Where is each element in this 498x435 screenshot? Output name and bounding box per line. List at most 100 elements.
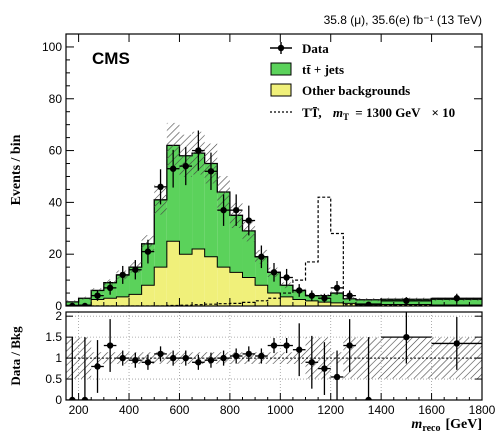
ratio-y-tick-label: 0.5: [45, 372, 62, 386]
bar-ttbar: [204, 163, 218, 257]
bar-other-backgrounds: [116, 296, 130, 306]
data-marker: [308, 292, 316, 299]
data-point: [129, 260, 142, 280]
ratio-point: [78, 337, 92, 400]
legend-signal: TT̄, mT = 1300 GeV × 10: [270, 105, 455, 122]
ratio-marker: [169, 354, 177, 362]
legend-signal-scale: × 10: [431, 105, 455, 120]
y-tick-label: 80: [49, 92, 63, 106]
legend-other: Other backgrounds: [270, 83, 410, 98]
data-point: [343, 290, 356, 301]
bar-other-backgrounds: [255, 285, 268, 306]
data-marker: [182, 162, 189, 170]
bar-other-backgrounds: [154, 267, 167, 306]
x-tick-label: 1400: [368, 403, 395, 417]
data-point: [192, 130, 205, 171]
ratio-y-tick-label: 1.5: [45, 330, 62, 344]
data-point: [154, 169, 167, 205]
data-marker: [94, 292, 101, 299]
legend-signal-mass: m: [333, 105, 343, 120]
data-marker: [283, 274, 290, 281]
bar-ttbar: [129, 267, 142, 295]
ratio-marker: [119, 354, 126, 362]
data-marker: [333, 284, 341, 292]
bar-other-backgrounds: [103, 298, 117, 306]
bar-other-backgrounds: [292, 299, 306, 306]
data-marker: [81, 302, 89, 306]
legend-data: Data: [270, 41, 329, 56]
data-point: [229, 194, 243, 226]
ratio-marker: [346, 342, 353, 349]
bar-ttbar: [267, 272, 281, 294]
ratio-point: [318, 342, 331, 395]
bar-ttbar: [229, 215, 243, 273]
x-tick-label: 1800: [469, 403, 496, 417]
ratio-point: [381, 312, 432, 364]
x-tick-label: 800: [220, 403, 240, 417]
legend-ttbar: tt̄ + jets: [270, 62, 344, 77]
data-point: [116, 265, 130, 284]
bar-other-backgrounds: [217, 267, 230, 306]
data-point: [91, 290, 104, 301]
ratio-point: [330, 350, 344, 400]
bar-other-backgrounds: [280, 296, 293, 306]
x-tick-label: 1600: [418, 403, 445, 417]
bar-ttbar: [192, 153, 205, 250]
bar-ttbar: [330, 293, 344, 303]
data-marker: [144, 248, 152, 255]
data-point: [166, 149, 180, 188]
ratio-marker: [207, 356, 215, 364]
ratio-point: [343, 319, 356, 372]
ratio-marker: [245, 350, 252, 358]
x-tick-label: 200: [69, 403, 89, 417]
uncertainty-band: [166, 122, 180, 168]
ratio-y-tick-label: 0: [55, 393, 62, 407]
legend-ttbar-label: tt̄ + jets: [302, 62, 344, 77]
ratio-marker: [283, 342, 290, 349]
data-marker: [258, 253, 265, 260]
ratio-point: [255, 348, 268, 364]
bar-ttbar: [242, 230, 256, 278]
bar-ttbar: [179, 155, 193, 255]
ratio-point: [179, 350, 193, 366]
data-marker: [321, 295, 328, 302]
ratio-marker: [333, 373, 341, 381]
data-point: [292, 284, 306, 297]
legend: Data tt̄ + jets Other backgrounds TT̄, m…: [270, 41, 455, 122]
data-marker: [157, 183, 164, 191]
ratio-marker: [94, 363, 101, 370]
ratio-y-axis-title: Data / Bkg: [8, 326, 23, 386]
ratio-point: [305, 335, 319, 389]
data-marker: [169, 165, 177, 172]
data-point: [141, 239, 155, 264]
ratio-point: [141, 354, 155, 370]
ratio-point: [204, 352, 218, 368]
ratio-y-tick-label: 2: [55, 309, 62, 323]
bar-other-backgrounds: [318, 302, 331, 306]
uncertainty-band: [355, 298, 382, 302]
bar-other-backgrounds: [305, 300, 319, 306]
data-point: [318, 293, 331, 303]
cms-label: CMS: [92, 49, 130, 68]
bar-other-backgrounds: [229, 272, 243, 306]
ratio-panel: [66, 312, 482, 400]
bar-ttbar: [141, 243, 155, 286]
bar-other-backgrounds: [179, 254, 193, 306]
data-marker: [69, 302, 76, 306]
bar-ttbar: [343, 298, 356, 304]
ratio-point: [116, 350, 130, 366]
main-axes: 0 20 40 60 80 100: [42, 33, 483, 313]
main-frame: [65, 33, 483, 307]
ratio-point: [242, 346, 256, 362]
bar-other-backgrounds: [242, 277, 256, 306]
y-tick-label: 100: [42, 40, 62, 54]
ratio-frame: [65, 311, 483, 401]
legend-signal-mass-value: = 1300 GeV: [355, 105, 421, 120]
data-marker: [346, 292, 353, 299]
data-point: [179, 147, 193, 186]
y-tick-label: 40: [49, 195, 63, 209]
ratio-marker: [106, 342, 114, 349]
ratio-point: [229, 348, 243, 364]
uncertainty-band: [217, 176, 230, 208]
